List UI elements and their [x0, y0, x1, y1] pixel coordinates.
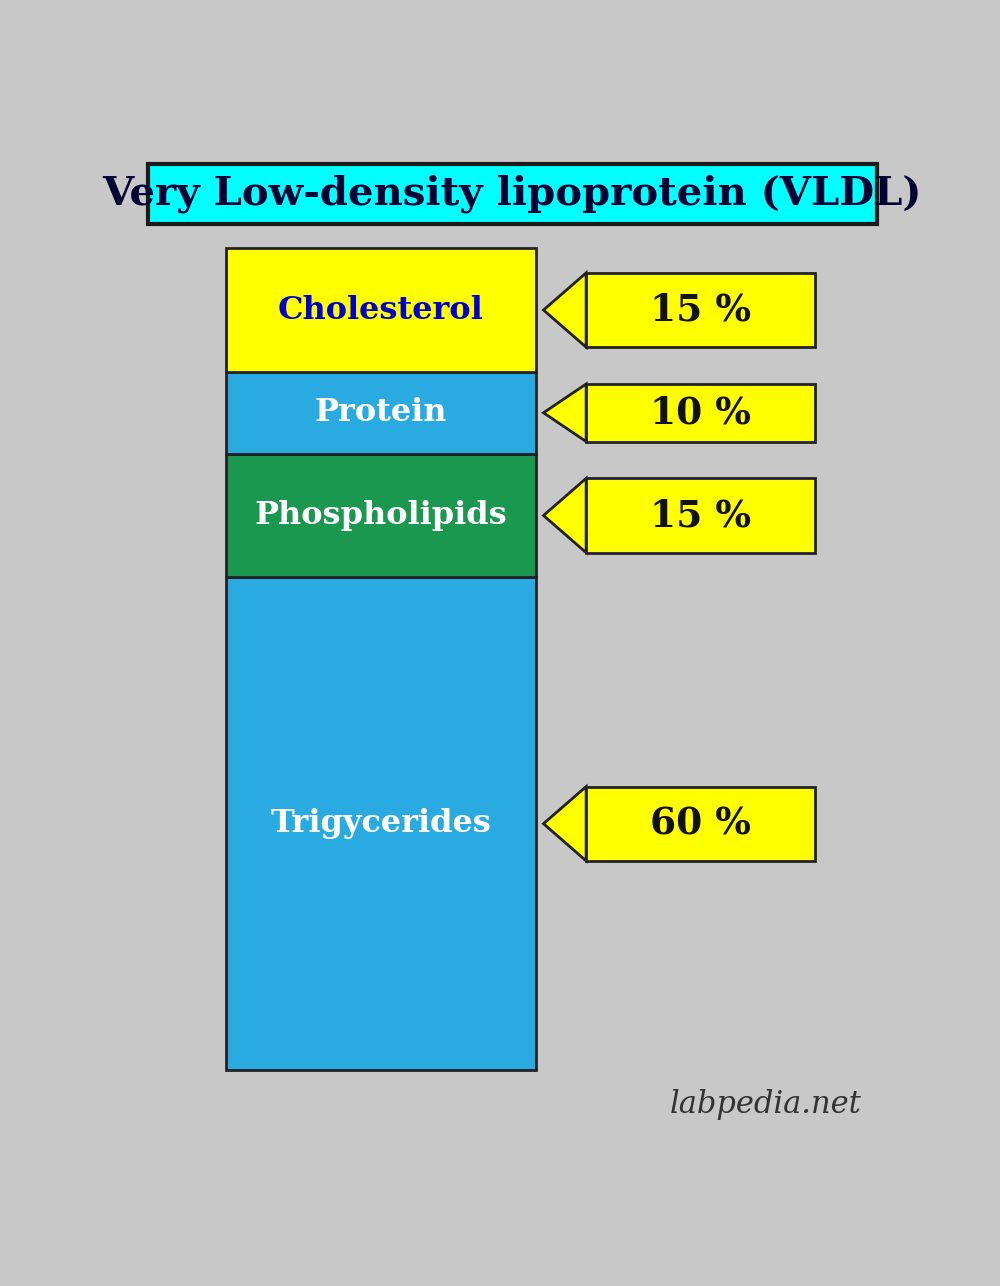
Text: 60 %: 60 % [650, 805, 751, 842]
Text: labpedia.net: labpedia.net [669, 1089, 861, 1120]
Polygon shape [544, 478, 586, 553]
FancyBboxPatch shape [586, 273, 815, 347]
FancyBboxPatch shape [226, 454, 536, 577]
Text: 15 %: 15 % [650, 292, 751, 328]
Text: Protein: Protein [314, 397, 447, 428]
FancyBboxPatch shape [586, 787, 815, 860]
Text: Cholesterol: Cholesterol [278, 294, 484, 325]
Polygon shape [544, 385, 586, 441]
Text: Phospholipids: Phospholipids [254, 500, 507, 531]
FancyBboxPatch shape [586, 385, 815, 441]
FancyBboxPatch shape [148, 165, 877, 224]
Text: Trigycerides: Trigycerides [270, 808, 491, 840]
Text: 15 %: 15 % [650, 496, 751, 534]
Polygon shape [544, 787, 586, 860]
FancyBboxPatch shape [226, 577, 536, 1070]
Text: Very Low-density lipoprotein (VLDL): Very Low-density lipoprotein (VLDL) [103, 175, 922, 213]
FancyBboxPatch shape [226, 248, 536, 372]
Text: 10 %: 10 % [650, 395, 751, 431]
FancyBboxPatch shape [226, 372, 536, 454]
Polygon shape [544, 273, 586, 347]
FancyBboxPatch shape [586, 478, 815, 553]
